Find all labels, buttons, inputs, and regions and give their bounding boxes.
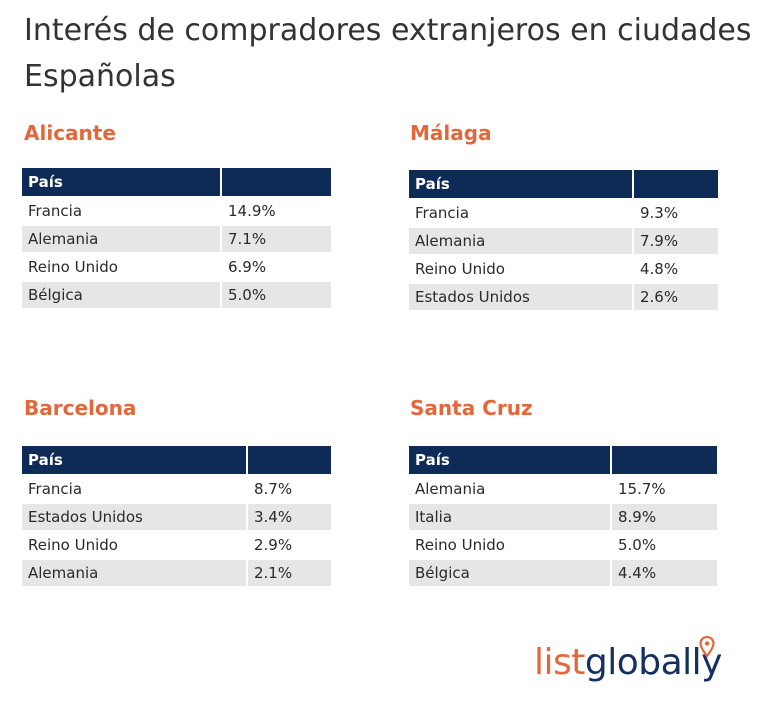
table-alicante: País Francia 14.9% Alemania 7.1% Reino Uni… [22,168,331,308]
city-title-santa-cruz: Santa Cruz [410,396,533,420]
table-row: Reino Unido 5.0% [409,530,717,558]
table-row: Reino Unido 6.9% [22,252,331,280]
value-cell: 9.3% [634,198,718,226]
country-cell: Italia [409,502,612,530]
value-cell: 14.9% [222,196,331,224]
brand-logo: listglobally [534,636,723,688]
country-cell: Francia [409,198,634,226]
table-row: Estados Unidos 3.4% [22,502,331,530]
table-malaga: País Francia 9.3% Alemania 7.9% Reino Unid… [409,170,718,310]
table-row: Francia 14.9% [22,196,331,224]
country-cell: Francia [22,196,222,224]
country-cell: Reino Unido [22,252,222,280]
table-header: País [22,168,331,196]
table-row: Francia 8.7% [22,474,331,502]
table-barcelona: País Francia 8.7% Estados Unidos 3.4% Rein… [22,446,331,586]
country-cell: Bélgica [409,558,612,586]
value-cell: 7.9% [634,226,718,254]
value-cell: 8.9% [612,502,717,530]
table-row: Alemania 15.7% [409,474,717,502]
country-cell: Alemania [22,224,222,252]
table-row: Alemania 7.9% [409,226,718,254]
value-cell: 2.1% [248,558,331,586]
city-title-malaga: Málaga [410,121,492,145]
value-cell: 4.4% [612,558,717,586]
table-header: País [409,446,717,474]
header-pais: País [409,170,634,198]
logo-text-list: list [534,642,585,683]
value-cell: 15.7% [612,474,717,502]
value-cell: 4.8% [634,254,718,282]
value-cell: 7.1% [222,224,331,252]
table-row: Bélgica 5.0% [22,280,331,308]
country-cell: Francia [22,474,248,502]
header-value [222,168,331,196]
header-pais: País [409,446,612,474]
country-cell: Estados Unidos [409,282,634,310]
city-title-alicante: Alicante [24,121,116,145]
header-value [634,170,718,198]
country-cell: Reino Unido [22,530,248,558]
logo-text-globally: globally [584,642,723,683]
country-cell: Alemania [409,226,634,254]
table-row: Italia 8.9% [409,502,717,530]
country-cell: Alemania [409,474,612,502]
country-cell: Reino Unido [409,530,612,558]
table-row: Reino Unido 4.8% [409,254,718,282]
header-pais: País [22,168,222,196]
table-header: País [22,446,331,474]
country-cell: Bélgica [22,280,222,308]
table-row: Alemania 2.1% [22,558,331,586]
country-cell: Estados Unidos [22,502,248,530]
table-row: Francia 9.3% [409,198,718,226]
table-santa-cruz: País Alemania 15.7% Italia 8.9% Reino Unid… [409,446,717,586]
header-value [612,446,717,474]
value-cell: 8.7% [248,474,331,502]
country-cell: Reino Unido [409,254,634,282]
header-pais: País [22,446,248,474]
table-row: Alemania 7.1% [22,224,331,252]
page-title: Interés de compradores extranjeros en ci… [24,13,752,94]
location-pin-icon [699,636,715,658]
value-cell: 5.0% [612,530,717,558]
table-row: Estados Unidos 2.6% [409,282,718,310]
table-row: Bélgica 4.4% [409,558,717,586]
table-header: País [409,170,718,198]
value-cell: 6.9% [222,252,331,280]
value-cell: 3.4% [248,502,331,530]
table-row: Reino Unido 2.9% [22,530,331,558]
country-cell: Alemania [22,558,248,586]
value-cell: 2.6% [634,282,718,310]
city-title-barcelona: Barcelona [24,396,137,420]
value-cell: 5.0% [222,280,331,308]
header-value [248,446,331,474]
value-cell: 2.9% [248,530,331,558]
